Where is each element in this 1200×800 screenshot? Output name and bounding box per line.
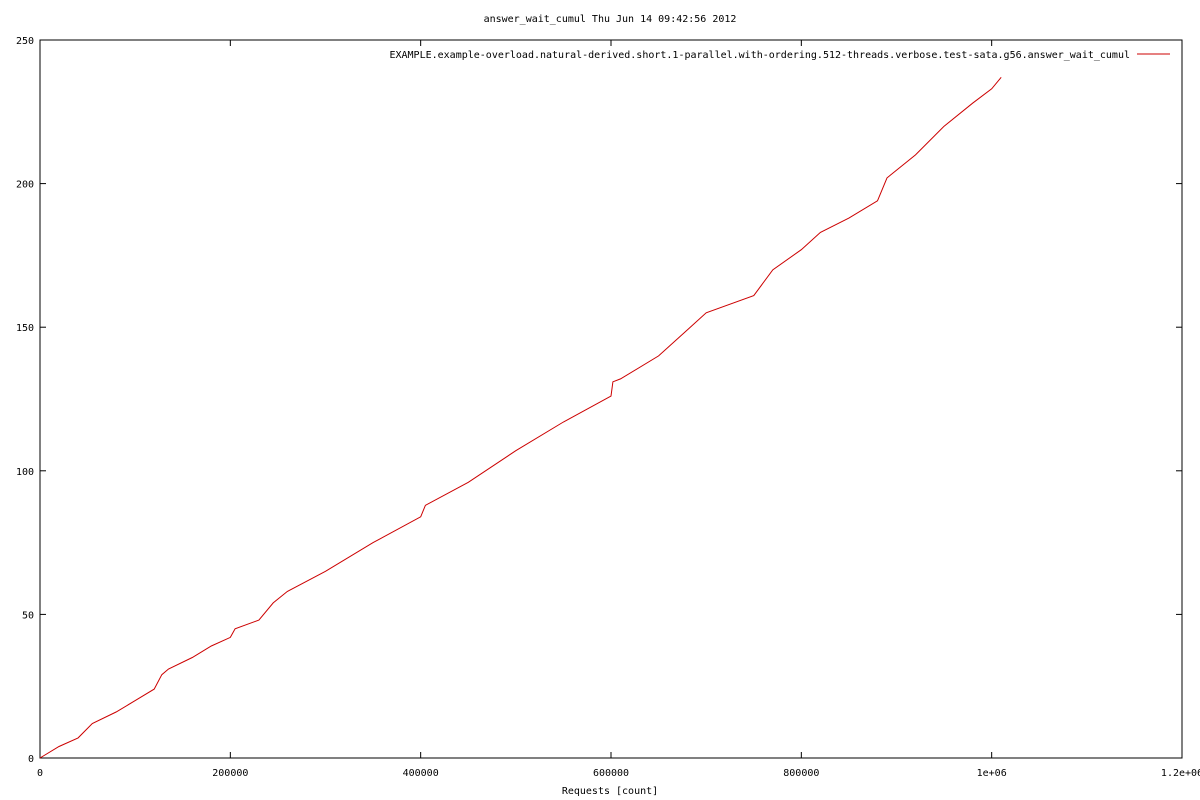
x-axis-label: Requests [count]	[562, 786, 658, 797]
plot-border	[39, 39, 1183, 759]
y-tick-label: 200	[16, 180, 34, 191]
axis-ticks: 0 200000 400000 600000 800000 1e+06 1.2e+06 0 50…	[16, 36, 1200, 779]
x-tick-label: 800000	[783, 768, 819, 779]
legend: EXAMPLE.example-overload.natural-derived…	[389, 50, 1170, 61]
x-tick-label: 0	[37, 768, 43, 779]
series-line-0	[39, 76, 1002, 759]
x-tick-label: 1e+06	[977, 768, 1007, 779]
legend-label: EXAMPLE.example-overload.natural-derived…	[389, 50, 1130, 61]
x-tick-label: 600000	[593, 768, 629, 779]
y-tick-label: 0	[28, 754, 34, 765]
y-tick-label: 100	[16, 467, 34, 478]
series-layer	[39, 76, 1002, 759]
plot-area	[39, 39, 1183, 759]
y-tick-label: 250	[16, 36, 34, 47]
x-tick-label: 400000	[403, 768, 439, 779]
y-tick-label: 150	[16, 323, 34, 334]
x-tick-label: 200000	[212, 768, 248, 779]
x-tick-label: 1.2e+06	[1161, 768, 1200, 779]
chart-title: answer_wait_cumul Thu Jun 14 09:42:56 20…	[484, 14, 737, 25]
y-tick-label: 50	[22, 610, 34, 621]
